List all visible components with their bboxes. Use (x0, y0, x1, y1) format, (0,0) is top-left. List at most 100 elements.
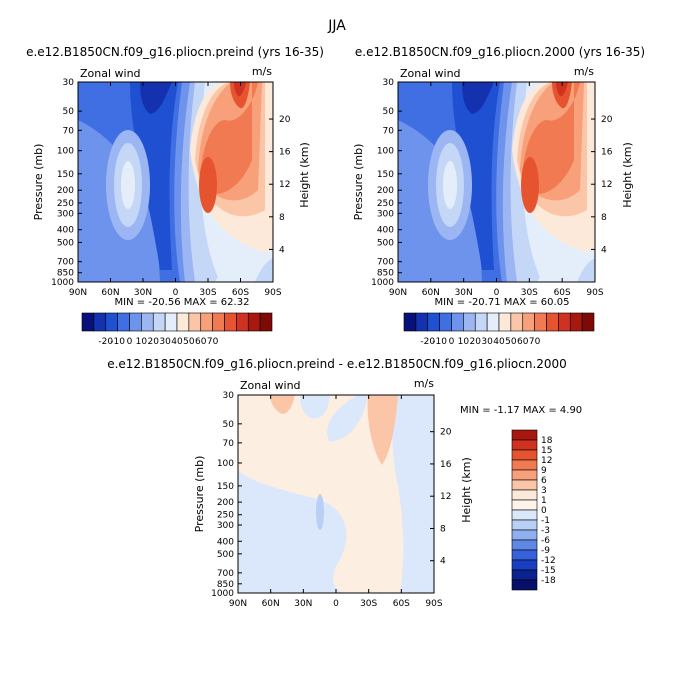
y-tick-label: 500 (377, 238, 394, 248)
colorbar-swatch (522, 312, 535, 332)
y-tick-label: 1000 (211, 589, 234, 599)
colorbar-label: 30 (481, 337, 493, 347)
colorbar-swatch (427, 312, 440, 332)
colorbar-label: 6 (541, 476, 547, 486)
colorbar-label: 0 (127, 337, 133, 347)
x-tick-label: 30S (521, 288, 538, 298)
x-tick-label: 30S (199, 288, 216, 298)
panel-title: e.e12.B1850CN.f09_g16.pliocn.preind (yrs… (26, 45, 324, 59)
y-tick-label: 850 (57, 269, 74, 279)
y-tick-label: 300 (217, 521, 234, 531)
colorbar-label: 12 (541, 456, 552, 466)
x-tick-label: 90N (229, 599, 247, 609)
x-tick-label: 30N (294, 599, 312, 609)
y-tick-label: 50 (63, 107, 75, 117)
colorbar-swatch (511, 439, 538, 451)
y2-tick-label: 4 (440, 557, 446, 567)
colorbar: -20-10 0 10 20 30 40 50 60 70 (403, 312, 595, 347)
y-axis-label: Pressure (mb) (352, 144, 365, 221)
colorbar-swatch (439, 312, 452, 332)
y2-axis-label: Height (km) (298, 142, 311, 208)
colorbar-swatch (511, 569, 538, 581)
colorbar-swatch (463, 312, 476, 332)
colorbar-swatch (93, 312, 107, 332)
colorbar-label: 60 (195, 337, 207, 347)
colorbar-swatch (558, 312, 571, 332)
colorbar-swatch (511, 559, 538, 571)
variable-label: Zonal wind (400, 67, 461, 80)
colorbar-label: -9 (541, 546, 550, 556)
panel-title: e.e12.B1850CN.f09_g16.pliocn.preind - e.… (107, 357, 567, 371)
x-tick-label: 90N (69, 288, 87, 298)
y2-tick-label: 12 (601, 180, 612, 190)
colorbar-label: 40 (171, 337, 183, 347)
panel-title: e.e12.B1850CN.f09_g16.pliocn.2000 (yrs 1… (355, 45, 645, 59)
y2-tick-label: 16 (279, 148, 291, 158)
y-tick-label: 150 (217, 482, 234, 492)
x-tick-label: 90N (389, 288, 407, 298)
y-tick-label: 200 (217, 498, 234, 508)
colorbar-swatch (511, 529, 538, 541)
y-tick-label: 500 (57, 238, 74, 248)
contour-region (215, 250, 273, 282)
units-label: m/s (574, 65, 594, 78)
colorbar-swatch (569, 312, 583, 332)
colorbar-swatch (498, 312, 512, 332)
panel-2000: e.e12.B1850CN.f09_g16.pliocn.2000 (yrs 1… (352, 45, 645, 347)
colorbar-swatch (511, 489, 538, 501)
contour-region (443, 161, 457, 209)
contour-region (452, 82, 500, 270)
colorbar-swatch (451, 312, 464, 332)
y2-tick-label: 12 (279, 180, 290, 190)
y-axis-label: Pressure (mb) (193, 456, 206, 533)
colorbar-label: 10 (136, 337, 148, 347)
colorbar-swatch (403, 312, 417, 332)
panel-preind: e.e12.B1850CN.f09_g16.pliocn.preind (yrs… (26, 45, 324, 347)
contour-region (316, 494, 324, 530)
colorbar-swatch (474, 312, 488, 332)
colorbar-swatch (141, 312, 154, 332)
y-tick-label: 70 (383, 126, 395, 136)
colorbar-swatch (81, 312, 95, 332)
colorbar-swatch (247, 312, 261, 332)
colorbar-swatch (534, 312, 547, 332)
y-tick-label: 400 (377, 226, 394, 236)
x-tick-label: 60S (554, 288, 571, 298)
colorbar-swatch (511, 579, 538, 591)
variable-label: Zonal wind (80, 67, 141, 80)
y2-tick-label: 20 (279, 115, 291, 125)
y-tick-label: 30 (383, 78, 395, 88)
contour-region (199, 157, 217, 213)
contour-region (327, 395, 368, 442)
contour-region (521, 157, 539, 213)
contour-region (391, 395, 434, 593)
panel-difference: e.e12.B1850CN.f09_g16.pliocn.preind - e.… (107, 357, 582, 609)
colorbar-swatch (511, 469, 538, 481)
colorbar-label: -20 (420, 337, 435, 347)
colorbar-swatch (511, 429, 538, 441)
y-tick-label: 400 (217, 537, 234, 547)
x-tick-label: 30N (455, 288, 473, 298)
colorbar-swatch (212, 312, 225, 332)
x-tick-label: 60N (422, 288, 440, 298)
y-tick-label: 150 (57, 170, 74, 180)
y-tick-label: 50 (223, 420, 235, 430)
y-tick-label: 200 (377, 186, 394, 196)
contour-region (140, 82, 172, 114)
colorbar: -20-10 0 10 20 30 40 50 60 70 (81, 312, 273, 347)
colorbar-swatch (129, 312, 142, 332)
contour-region (367, 395, 398, 465)
contour-region (234, 82, 246, 97)
x-tick-label: 60N (101, 288, 119, 298)
contour-region (462, 82, 494, 114)
colorbar-label: 60 (517, 337, 529, 347)
contour-field (78, 82, 273, 282)
colorbar-swatch (546, 312, 559, 332)
colorbar-swatch (511, 499, 538, 511)
colorbar-label: -10 (110, 337, 125, 347)
y2-tick-label: 8 (440, 524, 446, 534)
y2-tick-label: 20 (440, 428, 452, 438)
colorbar-label: 18 (541, 436, 553, 446)
min-max-stats: MIN = -1.17 MAX = 4.90 (460, 405, 582, 416)
y-tick-label: 700 (217, 569, 234, 579)
